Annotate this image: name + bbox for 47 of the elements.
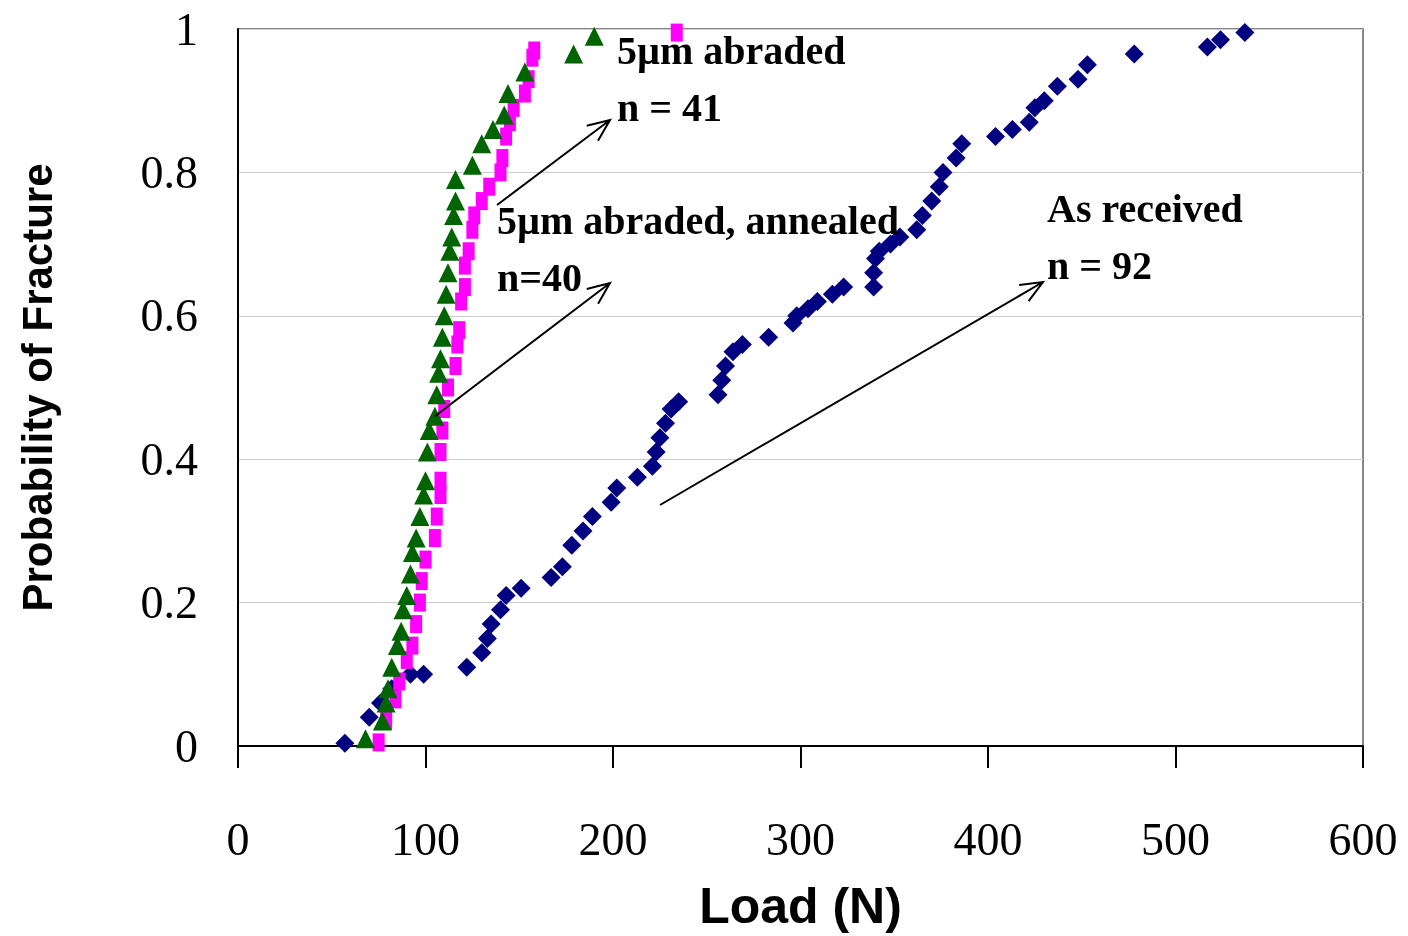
point [425, 406, 445, 426]
point [401, 564, 420, 584]
x-tick-label: 400 [953, 813, 1023, 865]
point [378, 679, 398, 699]
point [498, 84, 518, 104]
point [410, 507, 430, 527]
x-tick-label: 300 [766, 813, 835, 865]
y-tick-label: 0.2 [140, 577, 198, 629]
x-tick-label: 200 [578, 813, 648, 865]
point [483, 119, 503, 139]
point [391, 621, 411, 641]
point [356, 729, 375, 749]
point [416, 471, 435, 491]
point [406, 528, 426, 548]
point [432, 327, 452, 347]
point [515, 62, 535, 82]
x-tick-label: 600 [1328, 813, 1398, 865]
point [372, 711, 392, 731]
x-tick-label: 500 [1141, 813, 1210, 865]
point [494, 105, 514, 125]
y-tick-label: 0.8 [140, 146, 198, 198]
annotation: As received n = 92 [1047, 186, 1243, 288]
point [462, 155, 482, 175]
point [438, 263, 458, 283]
annotation: 5µm abraded n = 41 [617, 28, 846, 130]
point [442, 227, 462, 247]
point [584, 26, 604, 46]
point [431, 349, 450, 369]
y-tick-label: 0.6 [140, 290, 198, 342]
point [434, 306, 454, 326]
point [417, 442, 437, 462]
y-tick-label: 0 [175, 720, 198, 772]
y-tick-label: 1 [175, 3, 198, 55]
point [397, 585, 417, 605]
point [446, 170, 465, 190]
point [382, 657, 402, 677]
point [427, 385, 447, 405]
point [472, 134, 492, 154]
point [446, 191, 465, 211]
y-tick-label: 0.4 [140, 433, 198, 485]
x-tick-label: 100 [391, 813, 460, 865]
point [436, 284, 456, 304]
x-axis-title: Load (N) [699, 878, 902, 934]
annotation: 5µm abraded, annealed n=40 [497, 198, 899, 300]
y-axis-title: Probability of Fracture [13, 163, 61, 612]
point [564, 44, 584, 64]
x-tick-label: 0 [226, 813, 250, 865]
